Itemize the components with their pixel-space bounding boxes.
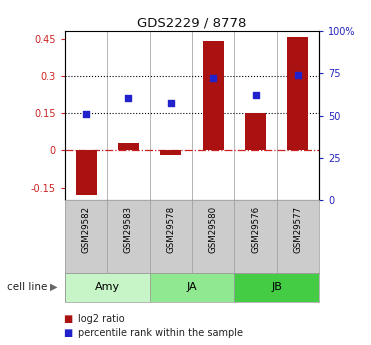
Point xyxy=(253,92,259,98)
Title: GDS2229 / 8778: GDS2229 / 8778 xyxy=(137,17,247,30)
Text: GSM29580: GSM29580 xyxy=(209,206,218,253)
Bar xyxy=(287,37,308,150)
Text: GSM29578: GSM29578 xyxy=(166,206,175,253)
Bar xyxy=(203,41,224,150)
Point xyxy=(210,75,216,80)
Point xyxy=(295,72,301,78)
Text: GSM29577: GSM29577 xyxy=(293,206,302,253)
Text: ■: ■ xyxy=(63,314,72,324)
Point xyxy=(168,100,174,106)
Text: JB: JB xyxy=(271,282,282,292)
Point xyxy=(83,111,89,116)
Text: Amy: Amy xyxy=(95,282,120,292)
Bar xyxy=(76,150,97,195)
Bar xyxy=(65,273,150,302)
Text: GSM29576: GSM29576 xyxy=(251,206,260,253)
Text: ■: ■ xyxy=(63,328,72,338)
Bar xyxy=(234,273,319,302)
Text: GSM29582: GSM29582 xyxy=(82,206,91,253)
Text: log2 ratio: log2 ratio xyxy=(78,314,125,324)
Text: percentile rank within the sample: percentile rank within the sample xyxy=(78,328,243,338)
Text: ▶: ▶ xyxy=(50,282,58,292)
Bar xyxy=(150,273,234,302)
Bar xyxy=(118,143,139,150)
Point xyxy=(125,96,131,101)
Text: JA: JA xyxy=(187,282,197,292)
Bar xyxy=(160,150,181,155)
Text: GSM29583: GSM29583 xyxy=(124,206,133,253)
Bar xyxy=(245,113,266,150)
Text: cell line: cell line xyxy=(7,282,48,292)
